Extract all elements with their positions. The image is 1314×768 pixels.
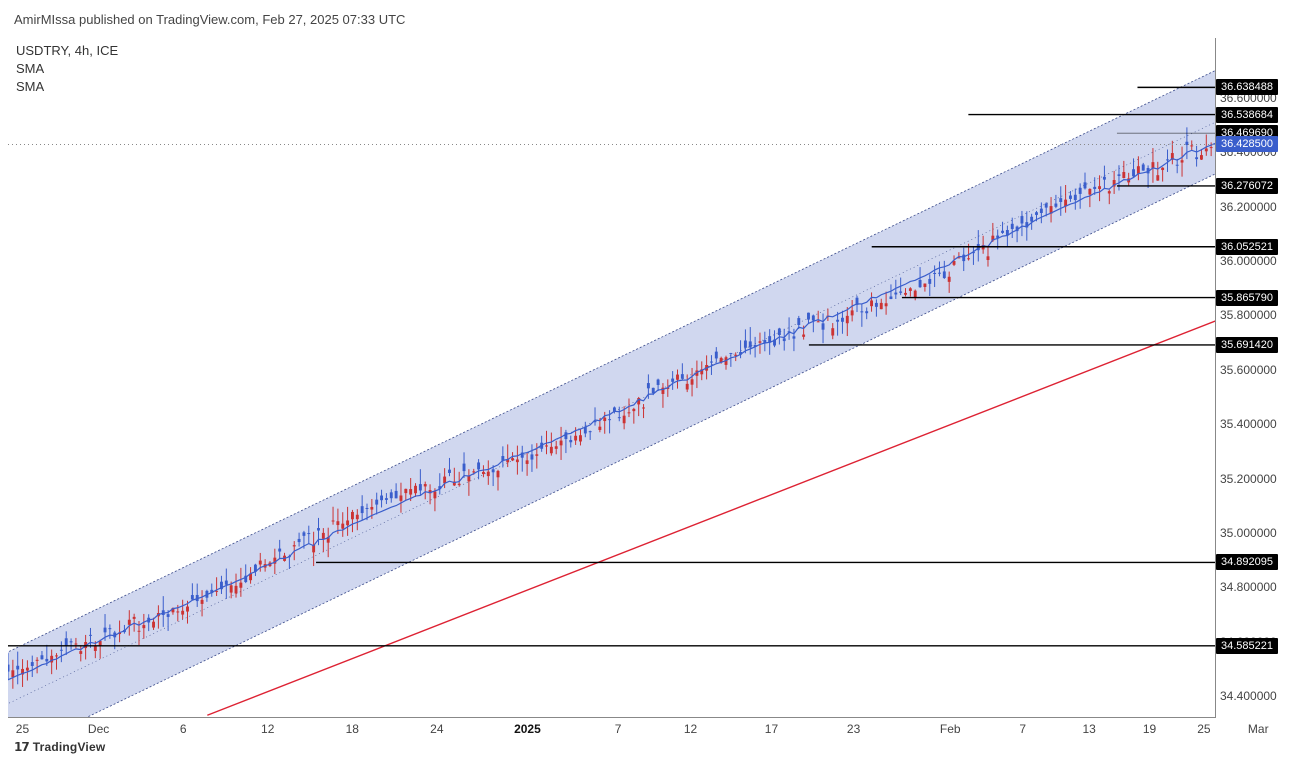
price-level-label: 35.691420 [1216, 337, 1278, 353]
ytick: 34.400000 [1220, 689, 1277, 703]
xtick: 13 [1082, 722, 1095, 736]
xtick: 12 [684, 722, 697, 736]
price-level-label: 36.638488 [1216, 79, 1278, 95]
xtick: 12 [261, 722, 274, 736]
xtick: 7 [1019, 722, 1026, 736]
price-level-label: 34.892095 [1216, 554, 1278, 570]
ytick: 36.000000 [1220, 254, 1277, 268]
price-level-label: 35.865790 [1216, 290, 1278, 306]
xtick: 25 [16, 722, 29, 736]
price-level-label: 36.276072 [1216, 178, 1278, 194]
ytick: 34.800000 [1220, 580, 1277, 594]
xtick: Mar [1248, 722, 1269, 736]
xtick: 7 [615, 722, 622, 736]
xtick: 25 [1197, 722, 1210, 736]
ytick: 36.200000 [1220, 200, 1277, 214]
price-level-label: 34.585221 [1216, 638, 1278, 654]
price-axis[interactable]: 34.40000034.60000034.80000035.00000035.2… [1216, 38, 1306, 718]
tv-logo-icon: 𝟭𝟳 [14, 740, 29, 754]
xtick: Feb [940, 722, 961, 736]
publish-info: AmirMIssa published on TradingView.com, … [14, 12, 405, 27]
ytick: 35.200000 [1220, 472, 1277, 486]
price-level-label: 36.052521 [1216, 239, 1278, 255]
tv-brand: TradingView [33, 740, 106, 754]
xtick: 18 [346, 722, 359, 736]
xtick: 6 [180, 722, 187, 736]
ytick: 35.800000 [1220, 308, 1277, 322]
xtick: Dec [88, 722, 109, 736]
time-axis[interactable]: 25Dec612182420257121723Feb7131925Mar [8, 720, 1216, 740]
chart-plot[interactable] [8, 38, 1216, 718]
xtick: 23 [847, 722, 860, 736]
current-price-label: 36.428500 [1216, 136, 1278, 152]
xtick: 2025 [514, 722, 541, 736]
ytick: 35.600000 [1220, 363, 1277, 377]
ytick: 35.000000 [1220, 526, 1277, 540]
price-level-label: 36.538684 [1216, 107, 1278, 123]
xtick: 24 [430, 722, 443, 736]
xtick: 17 [765, 722, 778, 736]
ytick: 35.400000 [1220, 417, 1277, 431]
xtick: 19 [1143, 722, 1156, 736]
tradingview-logo: 𝟭𝟳 TradingView [14, 740, 105, 754]
